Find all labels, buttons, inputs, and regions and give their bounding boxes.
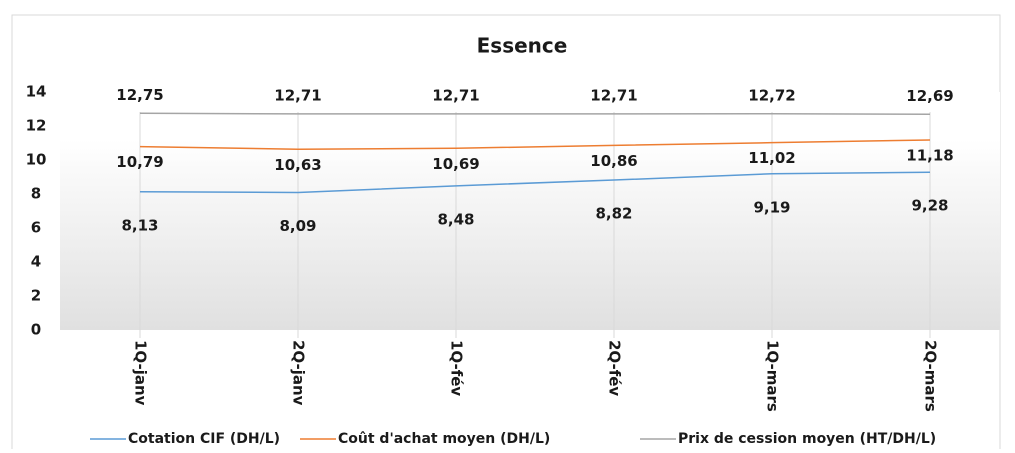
legend-label: Prix de cession moyen (HT/DH/L) — [678, 431, 936, 447]
data-label: 8,09 — [279, 217, 316, 235]
data-label: 10,86 — [590, 152, 637, 170]
data-label: 12,71 — [432, 86, 479, 104]
data-label: 10,69 — [432, 155, 479, 173]
data-label: 11,18 — [906, 146, 953, 164]
data-label: 8,82 — [595, 205, 632, 223]
data-label: 12,75 — [116, 86, 163, 104]
legend-label: Cotation CIF (DH/L) — [128, 431, 280, 447]
y-tick-label: 0 — [31, 321, 41, 339]
data-label: 9,28 — [911, 197, 948, 215]
data-label: 8,13 — [121, 216, 158, 234]
data-label: 12,72 — [748, 86, 795, 104]
line-series — [139, 171, 931, 194]
line-series — [139, 139, 931, 151]
y-tick-label: 12 — [26, 117, 47, 135]
plot-area — [60, 92, 1000, 330]
data-label: 12,71 — [274, 86, 321, 104]
y-tick-label: 14 — [26, 83, 47, 101]
data-label: 8,48 — [437, 210, 474, 228]
x-tick-label: 2Q-fév — [606, 340, 624, 396]
y-tick-label: 10 — [26, 151, 47, 169]
data-label: 12,71 — [590, 86, 637, 104]
line-series — [139, 112, 931, 116]
y-tick-label: 4 — [31, 253, 41, 271]
data-label: 10,63 — [274, 156, 321, 174]
x-tick-label: 1Q-mars — [764, 340, 782, 412]
data-label: 9,19 — [753, 198, 790, 216]
x-tick-label: 2Q-janv — [290, 340, 308, 406]
y-tick-label: 6 — [31, 219, 41, 237]
data-label: 12,69 — [906, 87, 953, 105]
data-label: 10,79 — [116, 153, 163, 171]
y-tick-label: 8 — [31, 185, 41, 203]
y-tick-label: 2 — [31, 287, 41, 305]
x-tick-label: 2Q-mars — [922, 340, 940, 412]
chart-title: Essence — [477, 34, 568, 58]
x-tick-label: 1Q-fév — [448, 340, 466, 396]
data-label: 11,02 — [748, 149, 795, 167]
x-tick-label: 1Q-janv — [132, 340, 150, 406]
legend-label: Coût d'achat moyen (DH/L) — [338, 431, 550, 447]
